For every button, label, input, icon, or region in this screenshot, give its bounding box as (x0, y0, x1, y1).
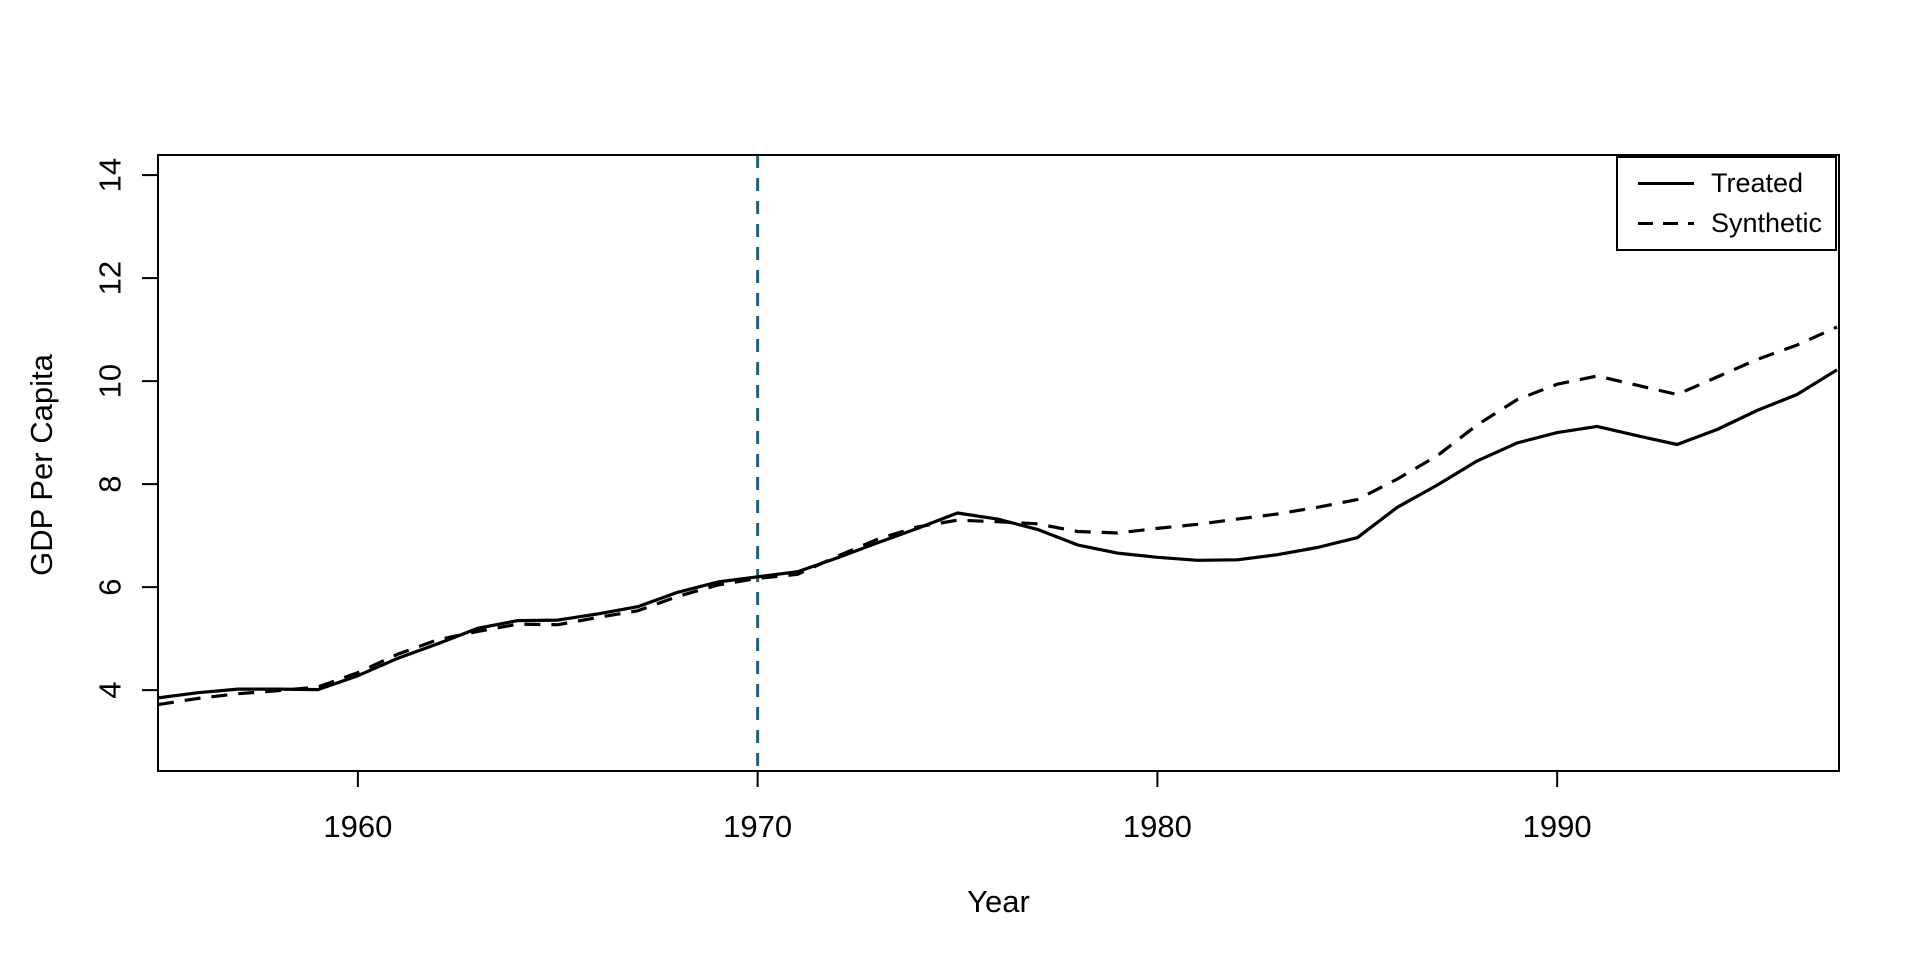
legend-label-synthetic: Synthetic (1711, 207, 1823, 238)
y-tick-label: 8 (93, 475, 128, 492)
x-tick-label: 1980 (1123, 809, 1192, 844)
y-tick-label: 12 (93, 261, 128, 295)
y-tick-label: 14 (93, 158, 128, 192)
series-line-treated (158, 368, 1838, 700)
y-tick-label: 6 (93, 579, 128, 596)
treated-line-sample-icon (1638, 182, 1694, 186)
x-tick-label: 1990 (1523, 809, 1592, 844)
legend-row-synthetic: Synthetic (1638, 207, 1835, 239)
x-tick-label: 1960 (323, 809, 392, 844)
y-tick-label: 4 (93, 682, 128, 699)
chart-legend: Treated Synthetic (1616, 156, 1837, 251)
plot-box (157, 154, 1840, 772)
legend-row-treated: Treated (1638, 167, 1835, 199)
y-axis-title: GDP Per Capita (24, 354, 59, 576)
x-tick-label: 1970 (723, 809, 792, 844)
series-line-synthetic (158, 325, 1838, 707)
x-axis-title: Year (967, 884, 1030, 919)
synthetic-line-sample-icon (1638, 221, 1694, 225)
legend-label-treated: Treated (1711, 167, 1804, 198)
y-tick-label: 10 (93, 364, 128, 398)
